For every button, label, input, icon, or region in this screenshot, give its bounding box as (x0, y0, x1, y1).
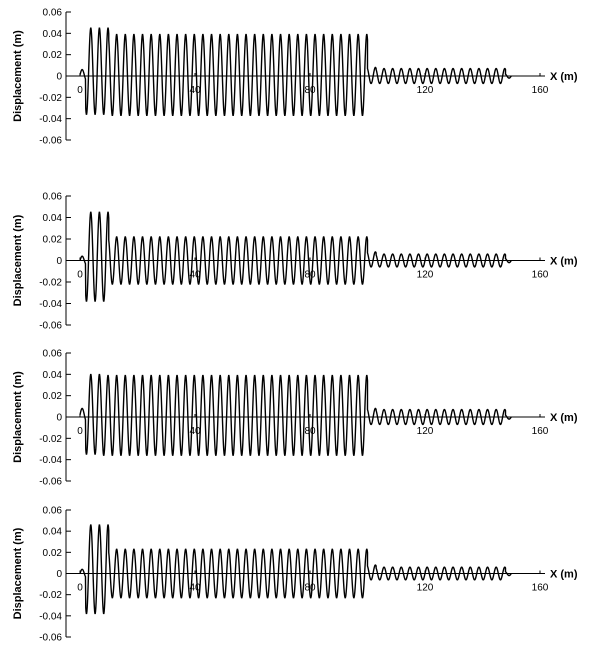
x-tick-label: 120 (417, 583, 434, 594)
y-tick-label: 0.02 (43, 391, 63, 402)
y-tick-label: 0.04 (43, 29, 63, 40)
x-tick-label: 80 (304, 583, 316, 594)
x-axis-title: X (m) (550, 412, 578, 424)
y-tick-label: 0.06 (43, 349, 63, 360)
x-tick-label: 40 (189, 426, 201, 437)
y-tick-label: -0.06 (39, 477, 62, 488)
y-tick-label: -0.06 (39, 136, 62, 147)
panel-2: 0.06 0.04 0.02 0 -0.02 -0.04 -0.06 0 40 80 120 160X… (12, 349, 578, 488)
y-tick-label: -0.02 (39, 278, 62, 289)
displacement-series-line (79, 524, 512, 615)
y-tick-label: -0.04 (39, 114, 62, 125)
x-tick-label: 120 (417, 270, 434, 281)
y-tick-label: -0.06 (39, 633, 62, 644)
x-tick-label: 0 (77, 270, 83, 281)
y-tick-label: 0 (56, 256, 62, 267)
x-tick-label: 40 (189, 85, 201, 96)
x-tick-label: 160 (532, 426, 549, 437)
y-tick-label: 0.02 (43, 50, 63, 61)
y-tick-label: 0.02 (43, 548, 63, 559)
x-tick-label: 160 (532, 270, 549, 281)
y-tick-label: -0.04 (39, 299, 62, 310)
y-tick-label: -0.02 (39, 93, 62, 104)
x-tick-label: 80 (304, 426, 316, 437)
x-tick-label: 0 (77, 426, 83, 437)
y-tick-label: 0.06 (43, 8, 63, 19)
y-tick-label: 0 (56, 72, 62, 83)
y-tick-label: -0.06 (39, 321, 62, 332)
y-tick-label: 0.04 (43, 370, 63, 381)
y-tick-label: -0.02 (39, 434, 62, 445)
x-tick-label: 120 (417, 426, 434, 437)
x-tick-label: 160 (532, 85, 549, 96)
y-tick-label: 0.04 (43, 213, 63, 224)
panel-0: 0.06 0.04 0.02 0 -0.02 -0.04 -0.06 0 40 80 120 160X… (12, 8, 578, 147)
x-axis-title: X (m) (550, 256, 578, 268)
displacement-series-line (79, 211, 512, 302)
displacement-series-line (79, 27, 512, 116)
x-tick-label: 160 (532, 583, 549, 594)
x-tick-label: 40 (189, 583, 201, 594)
x-tick-label: 40 (189, 270, 201, 281)
y-tick-label: 0.02 (43, 235, 63, 246)
y-axis-title: Displacement (m) (12, 371, 24, 463)
y-axis-title: Displacement (m) (12, 30, 24, 122)
y-axis-title: Displacement (m) (12, 527, 24, 619)
x-axis-title: X (m) (550, 71, 578, 83)
panel-1: 0.06 0.04 0.02 0 -0.02 -0.04 -0.06 0 40 80 120 160X… (12, 192, 578, 332)
x-axis-title: X (m) (550, 569, 578, 581)
displacement-series-line (79, 373, 512, 456)
x-tick-label: 0 (77, 583, 83, 594)
y-tick-label: 0 (56, 569, 62, 580)
x-tick-label: 120 (417, 85, 434, 96)
y-tick-label: 0 (56, 413, 62, 424)
y-tick-label: -0.04 (39, 611, 62, 622)
x-tick-label: 80 (304, 270, 316, 281)
y-axis-title: Displacement (m) (12, 214, 24, 306)
y-tick-label: -0.04 (39, 455, 62, 466)
y-tick-label: 0.06 (43, 506, 63, 517)
panel-3: 0.06 0.04 0.02 0 -0.02 -0.04 -0.06 0 40 80 120 160X… (12, 506, 578, 644)
y-tick-label: -0.02 (39, 590, 62, 601)
y-tick-label: 0.04 (43, 527, 63, 538)
x-tick-label: 80 (304, 85, 316, 96)
x-tick-label: 0 (77, 85, 83, 96)
y-tick-label: 0.06 (43, 192, 63, 203)
